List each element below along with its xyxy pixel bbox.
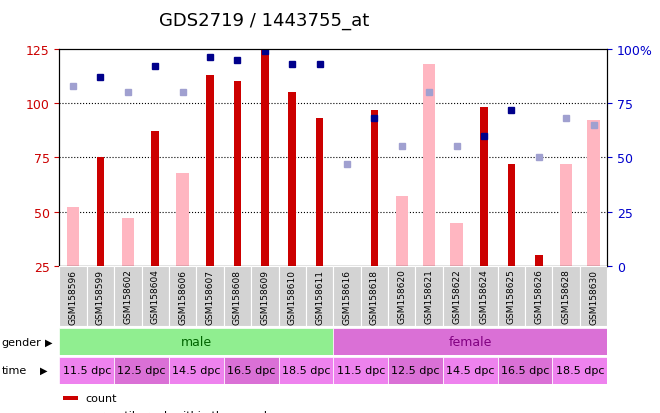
Text: GSM158610: GSM158610 — [288, 269, 297, 324]
Bar — [288, 93, 296, 266]
Bar — [234, 82, 242, 266]
Text: GSM158626: GSM158626 — [534, 269, 543, 324]
Bar — [580, 266, 607, 326]
Bar — [96, 158, 104, 266]
Bar — [224, 266, 251, 326]
Bar — [333, 266, 360, 326]
Bar — [121, 219, 134, 266]
Text: GSM158621: GSM158621 — [424, 269, 434, 324]
Text: percentile rank within the sample: percentile rank within the sample — [86, 410, 273, 413]
Bar — [333, 328, 607, 355]
Bar — [552, 357, 607, 384]
Bar — [63, 396, 78, 400]
Bar — [525, 266, 552, 326]
Bar — [141, 266, 169, 326]
Text: count: count — [86, 393, 117, 403]
Text: 12.5 dpc: 12.5 dpc — [391, 365, 440, 375]
Text: 18.5 dpc: 18.5 dpc — [556, 365, 604, 375]
Bar — [333, 357, 388, 384]
Text: time: time — [1, 365, 26, 375]
Text: gender: gender — [1, 337, 41, 347]
Text: GSM158596: GSM158596 — [69, 269, 78, 324]
Text: 11.5 dpc: 11.5 dpc — [337, 365, 385, 375]
Text: female: female — [449, 335, 492, 348]
Text: 14.5 dpc: 14.5 dpc — [446, 365, 494, 375]
Text: GSM158606: GSM158606 — [178, 269, 187, 324]
Text: GSM158607: GSM158607 — [205, 269, 214, 324]
Bar — [552, 266, 579, 326]
Text: GSM158604: GSM158604 — [150, 269, 160, 324]
Bar — [279, 357, 333, 384]
Bar — [498, 357, 552, 384]
Bar — [361, 266, 388, 326]
Bar — [370, 110, 378, 266]
Text: ▶: ▶ — [45, 337, 52, 347]
Text: ▶: ▶ — [40, 365, 47, 375]
Text: 16.5 dpc: 16.5 dpc — [227, 365, 275, 375]
Bar — [508, 164, 515, 266]
Bar — [169, 266, 197, 326]
Bar — [224, 357, 279, 384]
Bar — [416, 266, 443, 326]
Text: GSM158611: GSM158611 — [315, 269, 324, 324]
Text: GSM158616: GSM158616 — [343, 269, 352, 324]
Bar — [388, 357, 443, 384]
Bar — [443, 266, 470, 326]
Bar — [587, 121, 600, 266]
Text: 16.5 dpc: 16.5 dpc — [501, 365, 549, 375]
Text: 11.5 dpc: 11.5 dpc — [63, 365, 111, 375]
Bar — [388, 266, 416, 326]
Bar — [470, 266, 498, 326]
Text: GSM158609: GSM158609 — [260, 269, 269, 324]
Text: GDS2719 / 1443755_at: GDS2719 / 1443755_at — [159, 12, 369, 30]
Bar — [176, 173, 189, 266]
Bar — [251, 266, 279, 326]
Bar — [306, 266, 333, 326]
Bar — [59, 328, 333, 355]
Bar — [315, 119, 323, 266]
Text: GSM158625: GSM158625 — [507, 269, 516, 324]
Text: 14.5 dpc: 14.5 dpc — [172, 365, 220, 375]
Bar — [261, 50, 269, 266]
Bar — [114, 357, 169, 384]
Text: 12.5 dpc: 12.5 dpc — [117, 365, 166, 375]
Bar — [498, 266, 525, 326]
Bar — [535, 256, 543, 266]
Bar — [114, 266, 141, 326]
Text: GSM158628: GSM158628 — [562, 269, 571, 324]
Bar — [480, 108, 488, 266]
Text: GSM158602: GSM158602 — [123, 269, 133, 324]
Bar — [59, 357, 114, 384]
Bar — [423, 65, 436, 266]
Text: GSM158624: GSM158624 — [479, 269, 488, 324]
Bar — [443, 357, 498, 384]
Bar — [197, 266, 224, 326]
Text: GSM158608: GSM158608 — [233, 269, 242, 324]
Bar — [450, 223, 463, 266]
Bar — [279, 266, 306, 326]
Bar — [341, 266, 353, 284]
Text: GSM158622: GSM158622 — [452, 269, 461, 324]
Bar — [151, 132, 159, 266]
Bar — [67, 208, 79, 266]
Bar — [86, 266, 114, 326]
Bar — [560, 164, 572, 266]
Bar — [169, 357, 224, 384]
Bar — [206, 76, 214, 266]
Text: 18.5 dpc: 18.5 dpc — [282, 365, 330, 375]
Bar — [395, 197, 408, 266]
Text: GSM158630: GSM158630 — [589, 269, 598, 324]
Text: male: male — [181, 335, 212, 348]
Text: GSM158618: GSM158618 — [370, 269, 379, 324]
Text: GSM158620: GSM158620 — [397, 269, 407, 324]
Text: GSM158599: GSM158599 — [96, 269, 105, 324]
Bar — [59, 266, 86, 326]
